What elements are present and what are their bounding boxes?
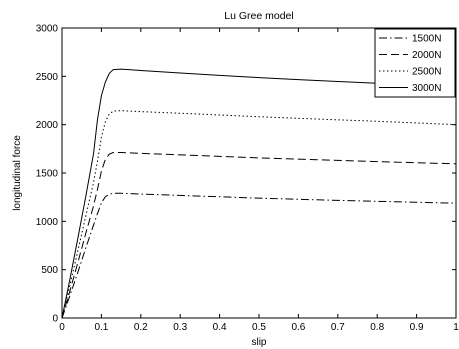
x-tick-label: 0.1 (94, 322, 108, 333)
chart-title: Lu Gree model (224, 10, 293, 22)
x-tick-label: 0.2 (134, 322, 148, 333)
legend: 1500N 2000N 2500N 3000N (374, 28, 456, 98)
x-tick-label: 0.3 (173, 322, 187, 333)
series-layer (61, 68, 457, 319)
x-tick-label: 0.5 (252, 322, 266, 333)
y-tick-label: 2500 (36, 72, 59, 83)
legend-box (374, 28, 456, 98)
series-line-3000n (61, 68, 457, 319)
y-tick-label: 0 (52, 314, 58, 325)
x-tick-label: 0.7 (331, 322, 345, 333)
x-tick-label: 0.9 (410, 322, 424, 333)
x-tick-label: 0.6 (291, 322, 305, 333)
legend-label-1500n: 1500N (412, 34, 441, 45)
x-tick-label: 0 (59, 322, 65, 333)
x-axis-label: slip (251, 337, 266, 348)
series-line-1500n (61, 192, 457, 319)
x-tick-label: 1 (453, 322, 459, 333)
y-tick-label: 1500 (36, 169, 59, 180)
y-tick-label: 2000 (36, 120, 59, 131)
y-tick-label: 3000 (36, 24, 59, 35)
x-axis: 0 0.1 0.2 0.3 0.4 0.5 0.6 0.7 0.8 0.9 1 (59, 28, 459, 333)
y-tick-label: 500 (41, 265, 58, 276)
series-line-2500n (61, 110, 457, 319)
x-tick-label: 0.4 (213, 322, 227, 333)
legend-label-2500n: 2500N (412, 67, 441, 78)
x-tick-label: 0.8 (370, 322, 384, 333)
y-axis: 0 500 1000 1500 2000 2500 3000 (36, 24, 456, 325)
legend-label-2000n: 2000N (412, 50, 441, 61)
legend-label-3000n: 3000N (412, 83, 441, 94)
y-axis-label: longitudinal force (12, 135, 23, 211)
y-tick-label: 1000 (36, 217, 59, 228)
